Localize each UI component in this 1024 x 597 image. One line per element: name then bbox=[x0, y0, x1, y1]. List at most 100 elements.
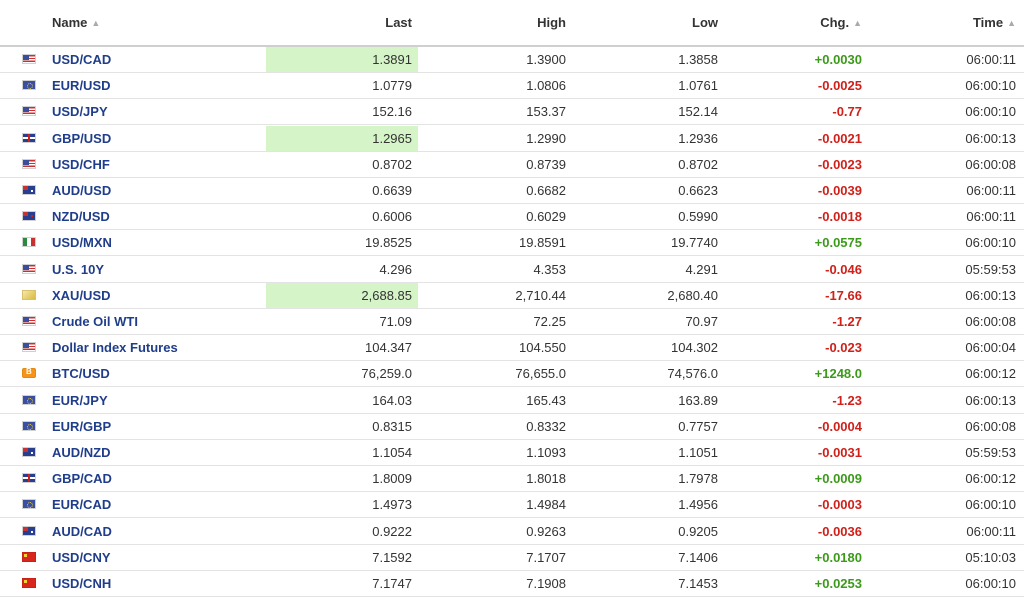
last-price-cell: 7.1747 bbox=[372, 576, 412, 591]
instrument-name-cell: USD/MXN bbox=[52, 230, 262, 255]
instrument-link[interactable]: U.S. 10Y bbox=[52, 261, 105, 277]
table-row: U.S. 10Y 4.296 4.353 4.291 -0.046 05:59:53 bbox=[0, 257, 1024, 283]
instrument-link[interactable]: GBP/USD bbox=[52, 130, 112, 146]
table-row: AUD/NZD 1.1054 1.1093 1.1051 -0.0031 05:59:53 bbox=[0, 440, 1024, 466]
instrument-link[interactable]: EUR/JPY bbox=[52, 392, 108, 408]
instrument-name-cell: USD/CAD bbox=[52, 47, 262, 72]
high-price-cell: 1.3900 bbox=[526, 52, 566, 67]
instrument-link[interactable]: USD/JPY bbox=[52, 104, 108, 120]
mx-flag-icon bbox=[22, 237, 36, 248]
time-cell: 05:59:53 bbox=[965, 261, 1016, 277]
table-row: AUD/USD 0.6639 0.6682 0.6623 -0.0039 06:00:11 bbox=[0, 178, 1024, 204]
low-price-cell: 0.8702 bbox=[678, 156, 718, 172]
instrument-link[interactable]: EUR/CAD bbox=[52, 497, 112, 513]
gb-flag-icon bbox=[22, 132, 36, 143]
instrument-name-cell: GBP/USD bbox=[52, 126, 262, 151]
high-price-cell: 1.2990 bbox=[526, 130, 566, 146]
instrument-link[interactable]: EUR/USD bbox=[52, 78, 111, 94]
table-row: USD/CHF 0.8702 0.8739 0.8702 -0.0023 06:00:08 bbox=[0, 152, 1024, 178]
column-header-low-label: Low bbox=[692, 15, 718, 30]
column-header-high-label: High bbox=[537, 15, 566, 30]
last-price-cell: 0.6639 bbox=[372, 183, 412, 198]
instrument-name-cell: USD/CHF bbox=[52, 152, 262, 177]
low-price-cell: 0.9205 bbox=[678, 523, 718, 539]
instrument-link[interactable]: USD/CHF bbox=[52, 156, 110, 172]
time-cell: 06:00:10 bbox=[965, 78, 1016, 94]
table-row: Dollar Index Futures 104.347 104.550 104.30… bbox=[0, 335, 1024, 362]
instrument-link[interactable]: NZD/USD bbox=[52, 209, 110, 225]
high-price-cell: 7.1707 bbox=[526, 549, 566, 565]
last-price-cell: 0.9222 bbox=[372, 523, 412, 539]
instrument-link[interactable]: AUD/USD bbox=[52, 183, 112, 198]
column-header-time-label: Time bbox=[972, 15, 1004, 30]
time-cell: 06:00:08 bbox=[965, 418, 1016, 434]
instrument-link[interactable]: USD/CNY bbox=[52, 549, 111, 565]
table-row: Crude Oil WTI 71.09 72.25 70.97 -1.27 06:00:0… bbox=[0, 309, 1024, 335]
instrument-link[interactable]: GBP/CAD bbox=[52, 471, 112, 487]
column-header-last: Last bbox=[266, 0, 412, 45]
us-flag-icon bbox=[22, 158, 36, 169]
change-cell: -1.23 bbox=[832, 392, 862, 408]
instrument-name-cell: Crude Oil WTI bbox=[52, 309, 262, 334]
column-header-time[interactable]: Time ▲︎ bbox=[870, 0, 1016, 45]
sort-icon[interactable]: ▲︎ bbox=[1007, 17, 1016, 28]
high-price-cell: 7.1908 bbox=[526, 576, 566, 591]
instrument-link[interactable]: EUR/GBP bbox=[52, 418, 112, 434]
high-price-cell: 4.353 bbox=[533, 261, 566, 277]
table-row: EUR/GBP 0.8315 0.8332 0.7757 -0.0004 06:00:08 bbox=[0, 414, 1024, 440]
instrument-name-cell: BTC/USD bbox=[52, 361, 262, 386]
time-cell: 06:00:11 bbox=[966, 523, 1016, 539]
high-price-cell: 2,710.44 bbox=[515, 287, 566, 303]
change-cell: -0.023 bbox=[825, 340, 862, 356]
last-price-cell: 1.8009 bbox=[372, 471, 412, 487]
sort-icon[interactable]: ▲︎ bbox=[853, 17, 862, 28]
time-cell: 06:00:12 bbox=[965, 366, 1016, 382]
instrument-link[interactable]: USD/CNH bbox=[52, 576, 112, 591]
eu-flag-icon bbox=[22, 80, 36, 91]
high-price-cell: 104.550 bbox=[519, 340, 566, 356]
last-price-cell: 1.3891 bbox=[266, 47, 418, 72]
instrument-name-cell: AUD/NZD bbox=[52, 440, 262, 465]
last-price-cell: 19.8525 bbox=[365, 235, 412, 251]
change-cell: -0.0031 bbox=[817, 445, 862, 460]
instrument-name-cell: XAU/USD bbox=[52, 283, 262, 308]
column-header-name[interactable]: Name ▲︎ bbox=[52, 0, 262, 45]
column-header-name-label: Name bbox=[52, 15, 88, 30]
last-price-cell: 4.296 bbox=[379, 261, 412, 277]
us-flag-icon bbox=[22, 316, 36, 326]
last-price-cell: 1.1054 bbox=[372, 445, 412, 460]
cn-flag-icon bbox=[22, 578, 36, 588]
us-flag-icon bbox=[22, 54, 36, 64]
low-price-cell: 1.1051 bbox=[678, 445, 718, 460]
cn-flag-icon bbox=[22, 551, 36, 562]
high-price-cell: 1.8018 bbox=[526, 471, 566, 487]
column-header-chg[interactable]: Chg. ▲︎ bbox=[718, 0, 862, 45]
instrument-link[interactable]: BTC/USD bbox=[52, 366, 110, 382]
table-row: GBP/USD 1.2965 1.2990 1.2936 -0.0021 06:00:13 bbox=[0, 125, 1024, 152]
instrument-link[interactable]: Dollar Index Futures bbox=[52, 340, 178, 356]
instrument-link[interactable]: AUD/NZD bbox=[52, 445, 111, 460]
time-cell: 06:00:13 bbox=[965, 130, 1016, 146]
table-row: USD/CNH 7.1747 7.1908 7.1453 +0.0253 06:00:10 bbox=[0, 571, 1024, 597]
change-cell: +1248.0 bbox=[814, 366, 862, 382]
high-price-cell: 0.8332 bbox=[526, 418, 566, 434]
instrument-name-cell: EUR/CAD bbox=[52, 492, 262, 517]
instrument-link[interactable]: AUD/CAD bbox=[52, 523, 112, 539]
last-price-cell: 1.2965 bbox=[266, 125, 418, 151]
high-price-cell: 1.4984 bbox=[526, 497, 566, 513]
time-cell: 06:00:10 bbox=[965, 576, 1016, 591]
high-price-cell: 153.37 bbox=[526, 104, 566, 120]
instrument-link[interactable]: USD/MXN bbox=[52, 235, 112, 251]
column-header-last-label: Last bbox=[385, 15, 412, 30]
time-cell: 06:00:12 bbox=[965, 471, 1016, 487]
us-flag-icon bbox=[22, 263, 36, 274]
table-row: AUD/CAD 0.9222 0.9263 0.9205 -0.0036 06:00:11 bbox=[0, 519, 1024, 545]
instrument-link[interactable]: Crude Oil WTI bbox=[52, 314, 138, 329]
low-price-cell: 7.1453 bbox=[678, 576, 718, 591]
instrument-link[interactable]: USD/CAD bbox=[52, 52, 112, 67]
last-price-cell: 0.6006 bbox=[372, 209, 412, 225]
low-price-cell: 74,576.0 bbox=[667, 366, 718, 382]
low-price-cell: 1.0761 bbox=[678, 78, 718, 94]
sort-icon[interactable]: ▲︎ bbox=[91, 17, 101, 28]
instrument-link[interactable]: XAU/USD bbox=[52, 287, 111, 303]
